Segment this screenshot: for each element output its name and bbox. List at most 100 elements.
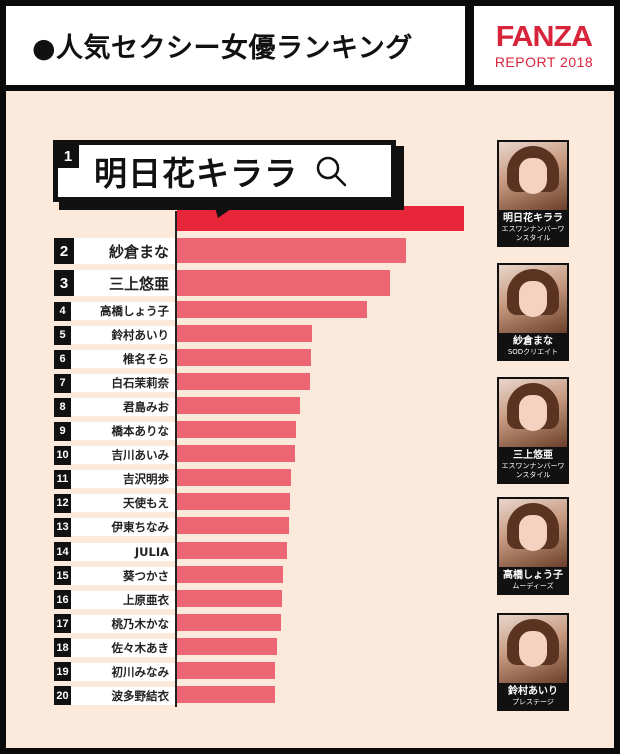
- actress-card: 高橋しょう子 ムーディーズ: [497, 497, 569, 595]
- actress-name-box: 吉沢明歩: [71, 470, 175, 489]
- top-rank-callout: 1 明日花キララ: [53, 140, 404, 210]
- title-box: ●人気セクシー女優ランキング: [6, 6, 465, 85]
- actress-name-box: 波多野結衣: [71, 686, 175, 705]
- actress-card: 三上悠亜 エスワンナンバーワンスタイル: [497, 377, 569, 484]
- actress-name-box: 吉川あいみ: [71, 446, 175, 465]
- actress-name-box: 椎名そら: [71, 350, 175, 369]
- actress-name-box: 上原亜衣: [71, 590, 175, 609]
- rank-badge: 12: [54, 493, 71, 513]
- actress-name: 天使もえ: [123, 496, 169, 511]
- bar-rank-2: [177, 238, 406, 263]
- rank-badge: 17: [54, 614, 71, 634]
- photo-face: [519, 395, 547, 431]
- card-label: エスワンナンバーワンスタイル: [501, 462, 565, 479]
- actress-name: 三上悠亜: [108, 274, 169, 293]
- photo-face: [519, 281, 547, 317]
- actress-name: 椎名そら: [123, 352, 169, 367]
- bar-rank-14: [177, 541, 287, 559]
- card-label: SODクリエイト: [507, 348, 559, 356]
- rank-badge: 3: [54, 270, 74, 296]
- actress-name-box: 高橋しょう子: [71, 302, 175, 320]
- rank-badge: 7: [54, 373, 71, 393]
- rank-badge: 14: [54, 542, 71, 561]
- actress-name: 波多野結衣: [111, 688, 170, 703]
- list-item: 13 伊東ちなみ: [54, 517, 175, 537]
- actress-photo: [499, 142, 567, 210]
- actress-name-box: 伊東ちなみ: [71, 518, 175, 537]
- actress-name-box: 鈴村あいり: [71, 326, 175, 345]
- list-item: 18 佐々木あき: [54, 638, 175, 658]
- chart-axis: [175, 211, 177, 707]
- brand-name: FANZA: [495, 20, 593, 53]
- card-name: 明日花キララ: [503, 213, 563, 224]
- actress-photo: [499, 615, 567, 683]
- actress-photo: [499, 379, 567, 447]
- bar-rank-3: [177, 270, 390, 296]
- photo-face: [519, 515, 547, 551]
- rank-badge: 4: [54, 301, 71, 321]
- list-item: 4 高橋しょう子: [54, 301, 175, 321]
- actress-name-box: 君島みお: [71, 398, 175, 417]
- list-item: 5 鈴村あいり: [54, 325, 175, 345]
- list-item: 8 君島みお: [54, 397, 175, 417]
- card-label: エスワンナンバーワンスタイル: [501, 225, 565, 242]
- brand-logo: FANZA REPORT 2018: [474, 6, 614, 85]
- actress-name-box: 佐々木あき: [71, 638, 175, 657]
- actress-name: 吉沢明歩: [123, 472, 169, 487]
- actress-name: 上原亜衣: [123, 592, 169, 607]
- bar-rank-1: [177, 206, 464, 231]
- list-item: 9 橋本ありな: [54, 421, 175, 441]
- photo-face: [519, 631, 547, 667]
- bar-rank-20: [177, 685, 275, 703]
- bar-rank-15: [177, 565, 283, 583]
- actress-name-box: 桃乃木かな: [71, 614, 175, 633]
- bar-rank-5: [177, 325, 312, 343]
- list-item: 6 椎名そら: [54, 349, 175, 369]
- card-name: 紗倉まな: [513, 336, 553, 347]
- rank-badge: 9: [54, 421, 71, 441]
- bar-rank-6: [177, 349, 311, 367]
- bar-rank-10: [177, 445, 295, 463]
- rank-badge: 6: [54, 349, 71, 369]
- callout-name: 明日花キララ: [94, 154, 298, 193]
- card-label: ムーディーズ: [512, 582, 554, 590]
- card-name: 鈴村あいり: [508, 686, 558, 697]
- list-item: 7 白石茉莉奈: [54, 373, 175, 393]
- actress-name-box: 初川みなみ: [71, 662, 175, 681]
- actress-photo: [499, 499, 567, 567]
- list-item: 15 葵つかさ: [54, 566, 175, 586]
- callout-rank: 1: [57, 144, 79, 168]
- bar-rank-17: [177, 613, 281, 631]
- actress-name-box: 紗倉まな: [74, 238, 175, 264]
- bar-rank-16: [177, 589, 282, 607]
- list-item: 20 波多野結衣: [54, 686, 175, 706]
- actress-name: 初川みなみ: [111, 664, 170, 679]
- actress-name: 橋本ありな: [111, 424, 170, 439]
- rank-badge: 16: [54, 590, 71, 610]
- actress-name: 伊東ちなみ: [111, 520, 170, 535]
- rank-badge: 10: [54, 445, 71, 465]
- list-item: 3 三上悠亜: [54, 270, 175, 296]
- actress-name: 高橋しょう子: [100, 304, 169, 318]
- actress-card: 明日花キララ エスワンナンバーワンスタイル: [497, 140, 569, 247]
- actress-name: 佐々木あき: [111, 640, 170, 655]
- bar-rank-11: [177, 469, 291, 487]
- list-item: 11 吉沢明歩: [54, 469, 175, 489]
- actress-name: 桃乃木かな: [111, 616, 170, 631]
- list-item: 2 紗倉まな: [54, 238, 175, 264]
- actress-card: 紗倉まな SODクリエイト: [497, 263, 569, 361]
- rank-badge: 15: [54, 566, 71, 586]
- list-item: 14 JULIA: [54, 542, 175, 562]
- photo-face: [519, 158, 547, 194]
- rank-badge: 13: [54, 517, 71, 537]
- actress-name: 鈴村あいり: [111, 328, 170, 343]
- actress-name-box: JULIA: [71, 542, 175, 561]
- page-title: ●人気セクシー女優ランキング: [32, 33, 413, 64]
- actress-name: JULIA: [134, 544, 169, 559]
- actress-name: 吉川あいみ: [111, 448, 170, 463]
- actress-name-box: 白石茉莉奈: [71, 374, 175, 393]
- callout-box: 1 明日花キララ: [53, 140, 396, 202]
- list-item: 17 桃乃木かな: [54, 614, 175, 634]
- rank-badge: 18: [54, 638, 71, 658]
- rank-badge: 11: [54, 469, 71, 489]
